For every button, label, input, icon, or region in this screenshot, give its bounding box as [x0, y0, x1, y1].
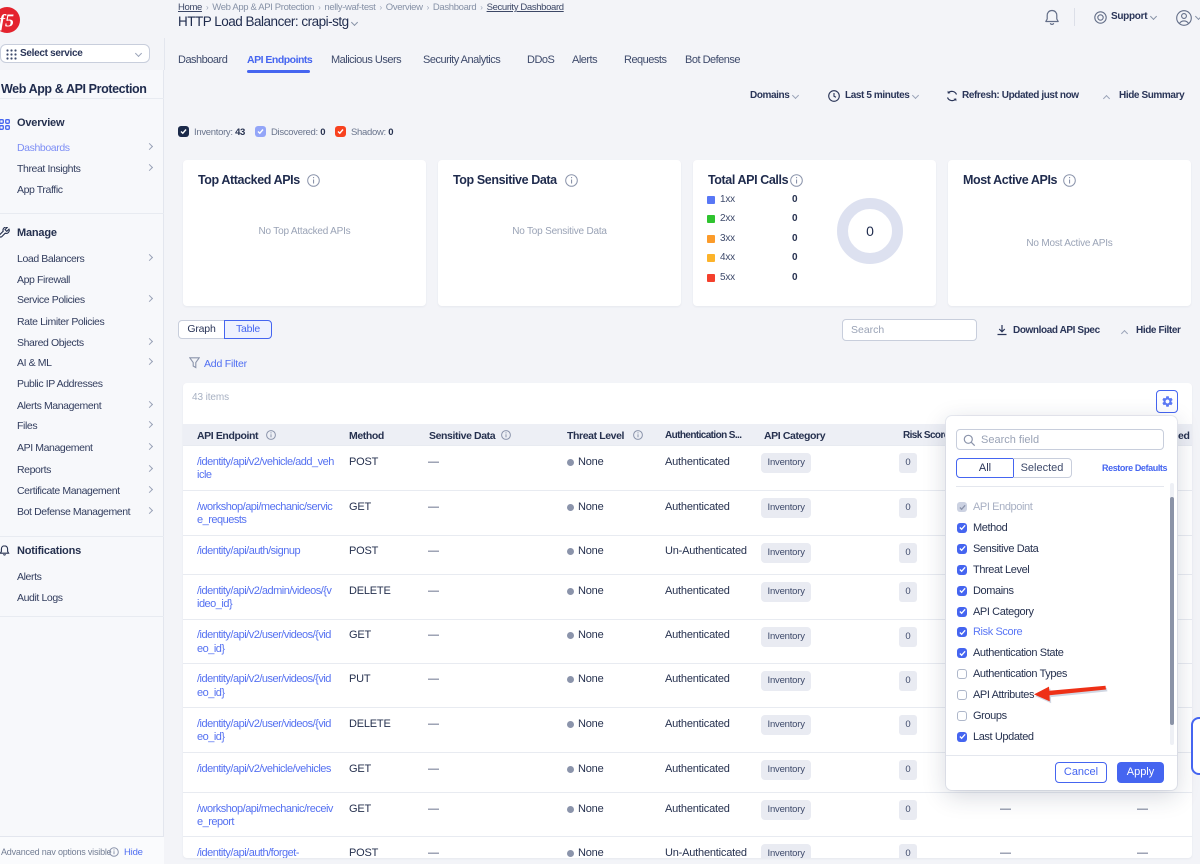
- svg-text:f5: f5: [0, 11, 14, 31]
